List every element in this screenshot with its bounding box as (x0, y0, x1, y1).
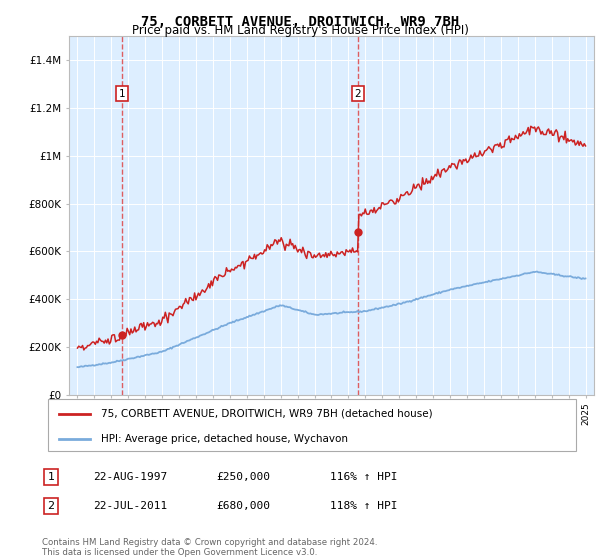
Text: 22-AUG-1997: 22-AUG-1997 (93, 472, 167, 482)
Text: £250,000: £250,000 (216, 472, 270, 482)
Text: 116% ↑ HPI: 116% ↑ HPI (330, 472, 398, 482)
Text: 2: 2 (47, 501, 55, 511)
Text: 22-JUL-2011: 22-JUL-2011 (93, 501, 167, 511)
Text: 1: 1 (119, 88, 125, 99)
FancyBboxPatch shape (48, 399, 576, 451)
Text: 2: 2 (355, 88, 361, 99)
Text: Contains HM Land Registry data © Crown copyright and database right 2024.
This d: Contains HM Land Registry data © Crown c… (42, 538, 377, 557)
Text: 118% ↑ HPI: 118% ↑ HPI (330, 501, 398, 511)
Text: 75, CORBETT AVENUE, DROITWICH, WR9 7BH (detached house): 75, CORBETT AVENUE, DROITWICH, WR9 7BH (… (101, 409, 433, 419)
Text: £680,000: £680,000 (216, 501, 270, 511)
Text: 75, CORBETT AVENUE, DROITWICH, WR9 7BH: 75, CORBETT AVENUE, DROITWICH, WR9 7BH (141, 15, 459, 29)
Text: Price paid vs. HM Land Registry's House Price Index (HPI): Price paid vs. HM Land Registry's House … (131, 24, 469, 37)
Text: 1: 1 (47, 472, 55, 482)
Text: HPI: Average price, detached house, Wychavon: HPI: Average price, detached house, Wych… (101, 435, 348, 445)
